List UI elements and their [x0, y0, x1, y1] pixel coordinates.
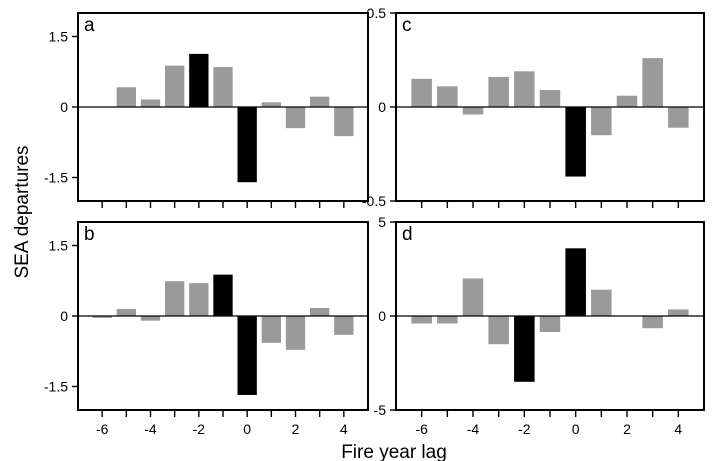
- y-tick-label: -1.5: [44, 170, 68, 186]
- bar: [591, 289, 612, 316]
- bar: [488, 76, 509, 107]
- bar: [116, 308, 136, 316]
- bar: [261, 316, 281, 343]
- y-tick-label: -5: [374, 402, 387, 418]
- y-tick-label: 0: [378, 308, 386, 324]
- x-tick-label: 4: [674, 421, 682, 437]
- x-tick-label: -4: [144, 421, 157, 437]
- x-axis-label: Fire year lag: [341, 442, 447, 461]
- x-tick-label: -2: [518, 421, 531, 437]
- panel-label: a: [84, 15, 95, 36]
- bar: [539, 316, 561, 332]
- bar: [189, 283, 209, 316]
- bar: [310, 308, 330, 316]
- y-tick-label: -1.5: [44, 379, 68, 395]
- y-tick-label: 1.5: [49, 238, 69, 254]
- bar: [334, 107, 354, 137]
- bar: [462, 278, 484, 316]
- bar: [411, 316, 432, 324]
- x-tick-label: 2: [623, 421, 631, 437]
- y-tick-label: -0.5: [362, 193, 386, 209]
- y-tick-label: 1.5: [49, 29, 69, 45]
- x-tick-label: -2: [193, 421, 206, 437]
- y-tick-label: 0: [60, 99, 68, 115]
- x-tick-label: -6: [96, 421, 109, 437]
- x-tick-label: 0: [572, 421, 580, 437]
- bar: [437, 86, 458, 107]
- panel-b: -1.5 0 1.5 -6 -4 -2 0 2 4 b: [44, 221, 369, 437]
- panel-a: -1.5 0 1.5 a: [44, 12, 369, 208]
- bar: [285, 107, 306, 129]
- bar: [411, 78, 432, 107]
- bar: [642, 316, 663, 329]
- panel-label: d: [402, 224, 413, 245]
- bar: [237, 316, 257, 395]
- bar: [116, 87, 136, 107]
- bar: [616, 95, 638, 107]
- bar: [140, 316, 161, 321]
- x-tick-label: -4: [467, 421, 480, 437]
- panel-c: -0.5 0 0.5 c: [362, 5, 705, 209]
- bar: [668, 309, 689, 316]
- bar: [213, 274, 233, 316]
- x-tick-label: 4: [340, 421, 348, 437]
- bar: [462, 107, 484, 115]
- panel-label: c: [402, 15, 412, 36]
- bar: [310, 96, 330, 107]
- y-tick-label: 5: [378, 214, 386, 230]
- bar: [334, 316, 354, 335]
- bar: [668, 107, 689, 128]
- x-tick-label: 0: [243, 421, 251, 437]
- bar: [565, 107, 586, 177]
- bar: [488, 316, 509, 345]
- y-tick-label: 0: [60, 308, 68, 324]
- bar: [261, 102, 281, 107]
- bar: [285, 316, 306, 350]
- bar: [165, 281, 185, 316]
- bar: [514, 316, 535, 382]
- bar: [591, 107, 612, 136]
- bar: [565, 248, 586, 316]
- bar: [437, 316, 458, 324]
- bar: [514, 71, 535, 107]
- bar: [237, 107, 257, 183]
- bar: [642, 58, 663, 107]
- x-tick-label: -6: [415, 421, 428, 437]
- bar: [92, 316, 112, 318]
- panel-d: -5 0 5 -6 -4 -2 0 2 4 d: [374, 214, 705, 437]
- panel-label: b: [84, 224, 95, 245]
- y-axis-label: SEA departures: [12, 145, 33, 278]
- bar: [189, 53, 209, 107]
- y-tick-label: 0.5: [367, 5, 387, 21]
- x-tick-label: 2: [292, 421, 300, 437]
- panels: -1.5 0 1.5 a -0.5 0 0.5 c -1.5 0 1.5 -6 -4 -2 0 2 4 b -5 0 5…: [44, 5, 705, 437]
- bar: [165, 65, 185, 107]
- bar: [539, 90, 561, 107]
- bar: [213, 67, 233, 107]
- bar: [140, 99, 161, 107]
- y-tick-label: 0: [378, 99, 386, 115]
